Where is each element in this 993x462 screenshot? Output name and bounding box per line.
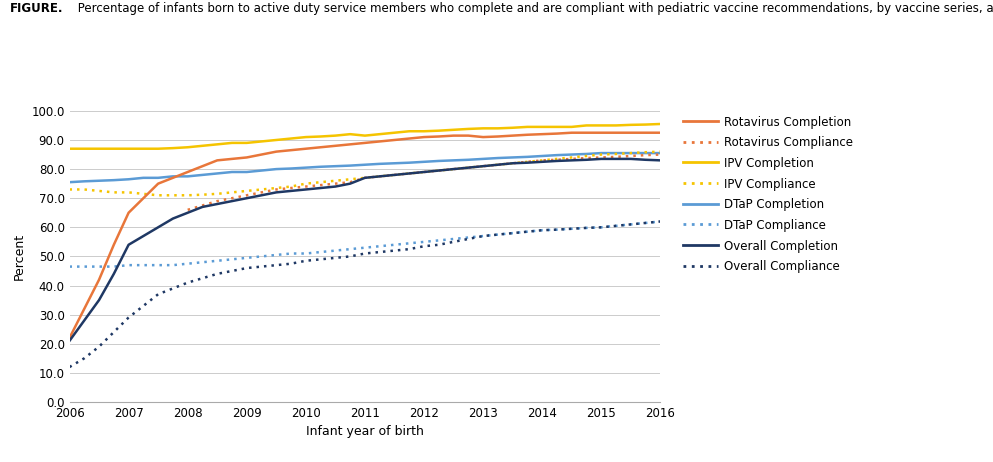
Legend: Rotavirus Completion, Rotavirus Compliance, IPV Completion, IPV Compliance, DTaP: Rotavirus Completion, Rotavirus Complian… (678, 111, 858, 278)
Text: Percentage of infants born to active duty service members who complete and are c: Percentage of infants born to active dut… (74, 2, 993, 15)
Y-axis label: Percent: Percent (13, 233, 26, 280)
Text: FIGURE.: FIGURE. (10, 2, 64, 15)
X-axis label: Infant year of birth: Infant year of birth (306, 426, 424, 438)
